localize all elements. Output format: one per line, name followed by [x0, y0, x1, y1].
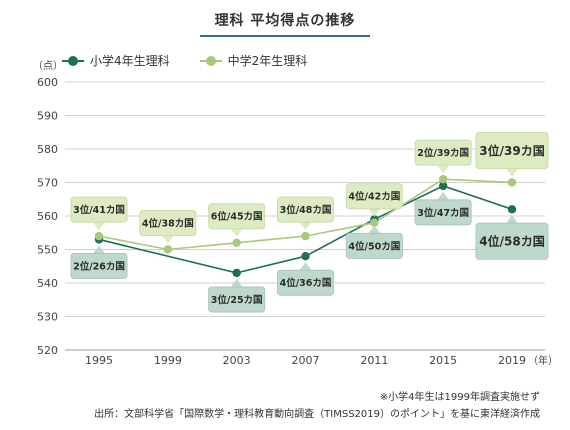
point-junior-high-2019: [507, 178, 517, 187]
x-tick-label-2015: 2015: [429, 354, 457, 367]
legend-label-elementary: 小学4年生理科: [90, 54, 170, 68]
callout-pointer-junior-high-2007: [299, 222, 312, 231]
legend-item-elementary: 小学4年生理科: [62, 52, 170, 69]
legend: 小学4年生理科 中学2年生理科: [62, 52, 307, 69]
point-elementary-2015: [438, 181, 448, 191]
y-tick-label-540: 540: [37, 277, 58, 290]
callout-pointer-junior-high-2011: [368, 208, 381, 217]
callout-label-junior-high-2007: 3位/48カ国: [280, 204, 332, 216]
point-elementary-2003: [232, 268, 241, 278]
chart-title: 理科 平均得点の推移: [214, 13, 356, 29]
callout-box-junior-high-2003: [208, 203, 266, 230]
callout-box-junior-high-1995: [70, 196, 128, 223]
callout-pointer-elementary-2015: [437, 191, 450, 200]
callout-box-elementary-2003: [208, 286, 266, 313]
callout-box-junior-high-2015: [414, 139, 472, 166]
callout-pointer-junior-high-1999: [161, 235, 174, 244]
callout-label-junior-high-2003: 6位/45カ国: [211, 211, 263, 223]
callout-box-junior-high-2007: [277, 196, 334, 223]
callout-box-elementary-2019: [475, 222, 549, 260]
x-tick-label-2003: 2003: [223, 354, 251, 367]
y-tick-label-550: 550: [37, 244, 58, 257]
callout-label-elementary-1995: 2位/26カ国: [73, 260, 125, 272]
callout-box-elementary-2015: [414, 199, 472, 226]
callout-pointer-junior-high-2003: [230, 228, 243, 237]
legend-swatch-elementary: [62, 55, 84, 66]
callout-label-junior-high-2011: 4位/42カ国: [348, 191, 400, 203]
callout-label-elementary-2015: 3位/47カ国: [417, 207, 469, 219]
callout-label-elementary-2019: 4位/58カ国: [479, 234, 544, 249]
y-unit-label: （点）: [33, 60, 63, 72]
callout-box-elementary-1995: [70, 252, 128, 279]
x-tick-label-1995: 1995: [85, 354, 113, 367]
y-tick-label-530: 530: [37, 311, 58, 324]
footnote-source: 出所：文部科学省「国際数学・理科教育動向調査（TIMSS2019）のポイント」を…: [94, 409, 540, 420]
y-tick-label-600: 600: [37, 76, 58, 89]
callout-pointer-elementary-1995: [93, 245, 105, 254]
y-tick-label-520: 520: [37, 344, 58, 357]
callout-pointer-junior-high-2015: [437, 165, 450, 174]
callout-label-elementary-2007: 4位/36カ国: [280, 277, 332, 289]
callout-box-elementary-2011: [345, 232, 403, 259]
callout-label-elementary-2003: 3位/25カ国: [211, 294, 263, 306]
callout-pointer-elementary-2003: [230, 278, 243, 287]
series-line-elementary: [98, 184, 513, 274]
point-junior-high-2015: [438, 174, 448, 184]
callout-box-junior-high-2011: [345, 183, 403, 210]
callout-pointer-elementary-2019: [506, 215, 518, 224]
point-junior-high-1999: [163, 245, 173, 254]
point-elementary-2007: [301, 252, 310, 261]
y-tick-label-560: 560: [37, 210, 58, 223]
legend-item-junior-high: 中学2年生理科: [199, 52, 308, 69]
callout-label-junior-high-1995: 3位/41カ国: [73, 204, 125, 216]
legend-swatch-junior-high: [199, 55, 222, 66]
callout-pointer-elementary-2011: [368, 225, 381, 234]
legend-label-junior-high: 中学2年生理科: [227, 54, 308, 68]
y-tick-label-570: 570: [37, 177, 58, 190]
y-tick-label-580: 580: [37, 143, 58, 156]
x-tick-label-2007: 2007: [292, 354, 320, 367]
title-underline: [200, 35, 370, 37]
callout-pointer-junior-high-1995: [93, 222, 105, 231]
x-tick-label-1999: 1999: [154, 354, 182, 367]
callout-box-elementary-2007: [277, 269, 334, 296]
point-elementary-2019: [507, 205, 517, 214]
callout-label-junior-high-1999: 4位/38カ国: [142, 217, 194, 229]
callout-label-junior-high-2019: 3位/39カ国: [479, 143, 544, 158]
point-junior-high-2007: [301, 231, 310, 241]
callout-label-elementary-2011: 4位/50カ国: [348, 240, 400, 252]
point-junior-high-2003: [232, 238, 241, 247]
callout-box-junior-high-2019: [475, 132, 549, 169]
callout-pointer-junior-high-2019: [506, 168, 518, 177]
callout-pointer-elementary-2007: [299, 262, 312, 271]
callout-label-junior-high-2015: 2位/39カ国: [417, 147, 469, 159]
callout-box-junior-high-1999: [139, 210, 197, 236]
y-tick-label-590: 590: [37, 110, 58, 123]
point-junior-high-2011: [370, 218, 379, 227]
x-tick-label-2011: 2011: [360, 354, 388, 367]
x-unit-label: （年）: [528, 354, 558, 367]
footnote-note: ※小学4年生は1999年調査実施せず: [379, 392, 540, 403]
point-junior-high-1995: [94, 231, 104, 241]
x-tick-label-2019: 2019: [498, 354, 526, 367]
